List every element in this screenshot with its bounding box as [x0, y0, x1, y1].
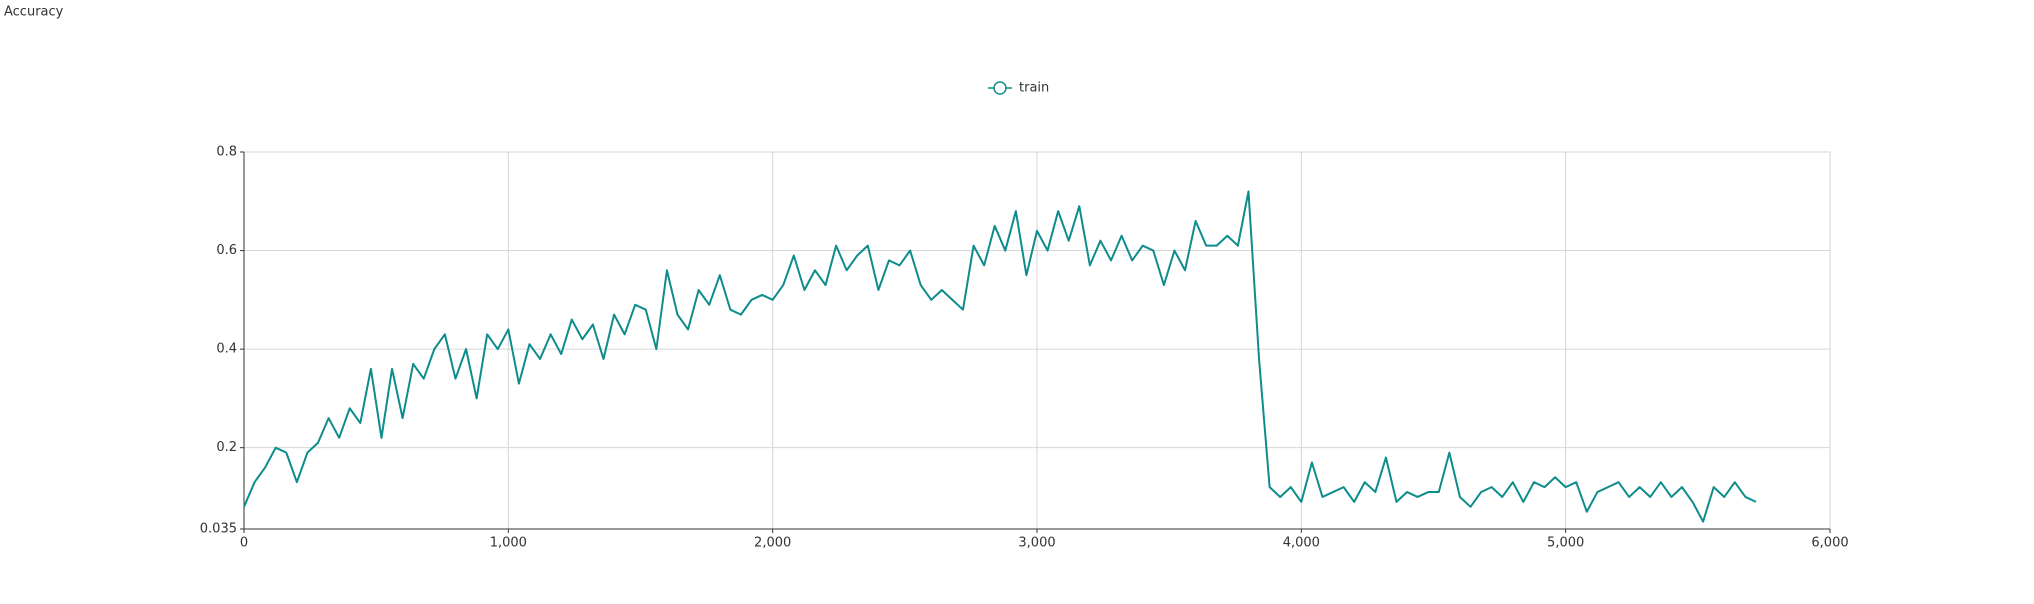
x-tick-label: 5,000 — [1547, 536, 1584, 551]
series-line — [243, 190, 1757, 523]
x-tick-label: 6,000 — [1811, 536, 1848, 551]
legend-marker — [993, 81, 1007, 95]
y-tick-label: 0.8 — [216, 145, 237, 160]
chart-title: Accuracy — [4, 5, 64, 20]
y-tick-label: 0.2 — [216, 440, 237, 455]
x-tick-label: 0 — [240, 536, 248, 551]
x-tick-label: 4,000 — [1283, 536, 1320, 551]
x-tick-label: 1,000 — [490, 536, 527, 551]
y-tick-label: 0.4 — [216, 342, 237, 357]
x-tick-label: 2,000 — [754, 536, 791, 551]
y-tick-label: 0.035 — [200, 522, 237, 537]
y-tick-label: 0.6 — [216, 243, 237, 258]
x-tick-label: 3,000 — [1018, 536, 1055, 551]
legend-label: train — [1019, 81, 1049, 96]
